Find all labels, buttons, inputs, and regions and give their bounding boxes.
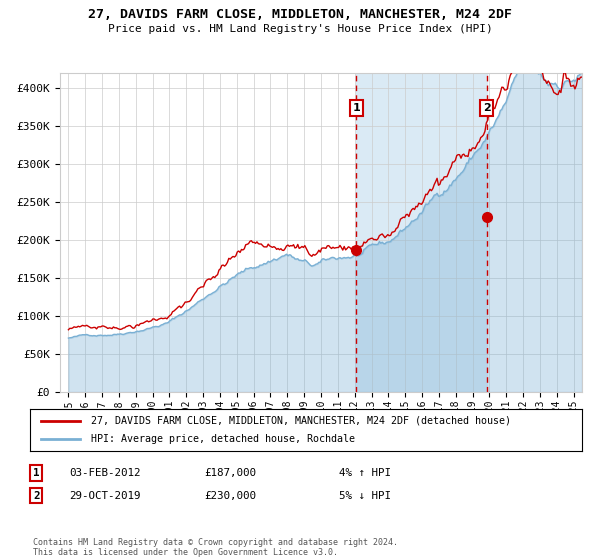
Text: 27, DAVIDS FARM CLOSE, MIDDLETON, MANCHESTER, M24 2DF (detached house): 27, DAVIDS FARM CLOSE, MIDDLETON, MANCHE… <box>91 416 511 426</box>
Text: 2: 2 <box>482 103 490 113</box>
Text: 5% ↓ HPI: 5% ↓ HPI <box>339 491 391 501</box>
Text: 1: 1 <box>33 468 40 478</box>
Text: £187,000: £187,000 <box>204 468 256 478</box>
Text: 1: 1 <box>352 103 360 113</box>
Text: HPI: Average price, detached house, Rochdale: HPI: Average price, detached house, Roch… <box>91 434 355 444</box>
Bar <box>356 73 487 392</box>
Text: 03-FEB-2012: 03-FEB-2012 <box>69 468 140 478</box>
Text: £230,000: £230,000 <box>204 491 256 501</box>
Text: 29-OCT-2019: 29-OCT-2019 <box>69 491 140 501</box>
Text: 27, DAVIDS FARM CLOSE, MIDDLETON, MANCHESTER, M24 2DF: 27, DAVIDS FARM CLOSE, MIDDLETON, MANCHE… <box>88 8 512 21</box>
Text: 4% ↑ HPI: 4% ↑ HPI <box>339 468 391 478</box>
Text: 2: 2 <box>33 491 40 501</box>
Text: Contains HM Land Registry data © Crown copyright and database right 2024.
This d: Contains HM Land Registry data © Crown c… <box>33 538 398 557</box>
Text: Price paid vs. HM Land Registry's House Price Index (HPI): Price paid vs. HM Land Registry's House … <box>107 24 493 34</box>
